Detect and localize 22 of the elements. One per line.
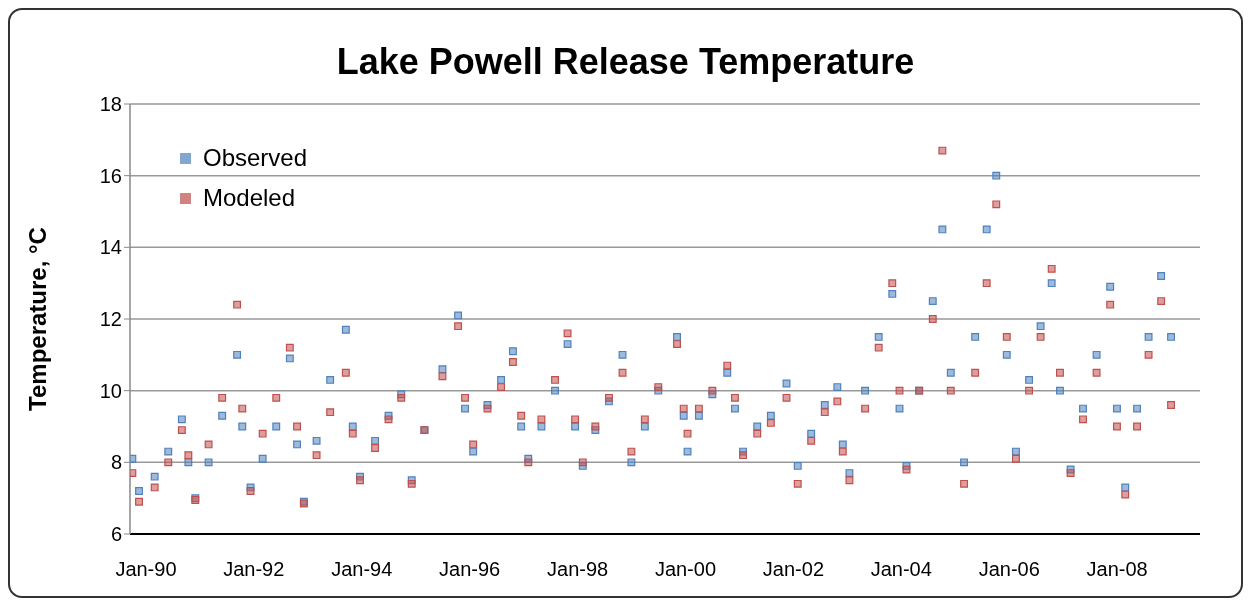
x-tick-label: Jan-04 [870,558,932,581]
x-tick-label: Jan-08 [1086,558,1148,581]
x-tick-label: Jan-00 [654,558,717,581]
y-tick-label: 14 [99,236,122,259]
x-tick-label: Jan-90 [115,558,177,581]
chart-frame: Lake Powell Release Temperature Jan-90 Jan-92 Jan-94 Jan-96 Jan-98 Jan-00 Jan-02 Jan-04 Jan-06 Jan-08 6 8 10 12 14 16 18 Temperature, °C Observed Modeled [8,8,1243,598]
y-tick-label: 12 [99,308,122,331]
x-tick-label: Jan-92 [223,558,285,581]
y-tick-label: 6 [110,523,122,546]
x-tick-label: Jan-94 [331,558,393,581]
y-axis-title: Temperature, °C [23,227,51,411]
y-tick-label: 16 [99,164,122,187]
x-tick-label: Jan-02 [762,558,825,581]
x-tick-label: Jan-06 [978,558,1040,581]
chart-title: Lake Powell Release Temperature [335,40,916,84]
x-tick-label: Jan-98 [547,558,609,581]
x-tick-label: Jan-96 [439,558,501,581]
legend-label: Observed [203,143,308,173]
y-tick-label: 8 [110,451,122,474]
y-tick-label: 10 [99,379,122,402]
legend-label: Modeled [203,183,296,213]
y-tick-label: 18 [99,93,122,116]
